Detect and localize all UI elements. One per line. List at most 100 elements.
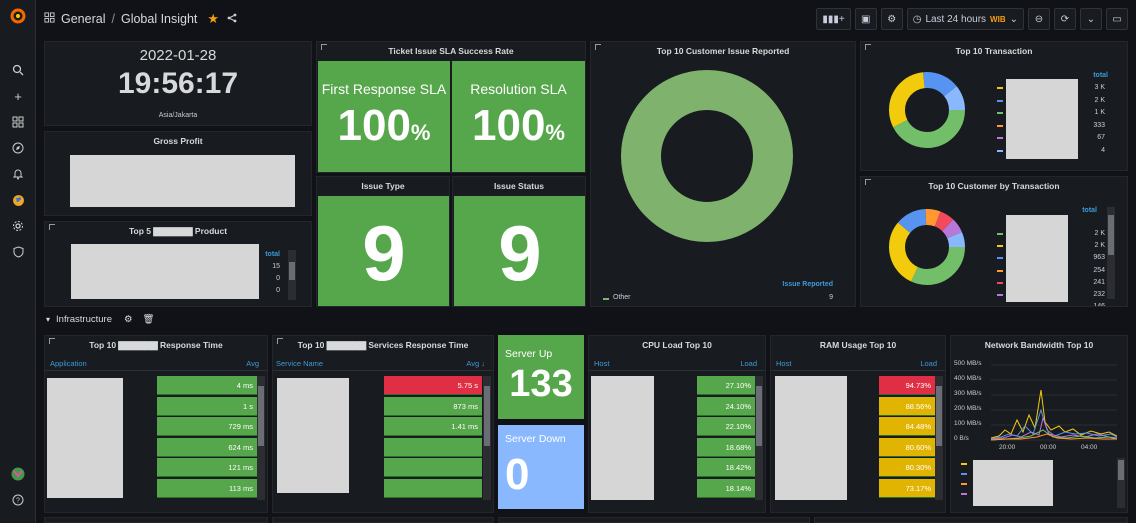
share-icon[interactable] xyxy=(227,12,237,26)
table-cell: 24.10% xyxy=(697,396,755,416)
scrollbar[interactable] xyxy=(1117,458,1125,508)
column-header-service-name[interactable]: Service Name xyxy=(276,359,324,368)
stat-label: First Response SLA xyxy=(321,81,447,97)
globe-icon[interactable] xyxy=(0,190,36,210)
trash-icon[interactable]: 🗑 xyxy=(142,314,155,325)
chevron-down-icon[interactable]: ▾ xyxy=(46,315,51,324)
explore-icon[interactable] xyxy=(0,138,36,158)
clock-icon: ◷ xyxy=(912,13,922,25)
legend-column-header[interactable]: Issue Reported xyxy=(782,281,833,288)
breadcrumb-folder[interactable]: General xyxy=(61,12,106,26)
row-header-infrastructure[interactable]: ▾ Infrastructure ⚙ 🗑 xyxy=(46,314,155,325)
row-title[interactable]: Infrastructure xyxy=(56,314,112,325)
help-icon[interactable]: ? xyxy=(0,490,36,510)
issue-donut-chart xyxy=(621,70,793,242)
legend-swatch xyxy=(997,87,1003,89)
ram-usage-panel: RAM Usage Top 10 Host Load 94.73% 88.56% 8… xyxy=(770,335,946,513)
chevron-down-icon: ⌄ xyxy=(1086,13,1096,25)
legend-value: 15 xyxy=(272,263,280,270)
legend-column-header[interactable]: total xyxy=(1082,207,1097,214)
stat-value: 9 xyxy=(362,209,406,297)
panel-title: Issue Type xyxy=(361,181,405,191)
legend-swatch xyxy=(997,294,1003,296)
panel-title: Top 10 ▇▇▇▇▇▇ Response Time xyxy=(89,340,223,350)
first-response-sla-stat: First Response SLA 100% xyxy=(318,61,450,172)
panel-title: Network Bandwidth Top 10 xyxy=(984,340,1094,350)
star-icon[interactable]: ★ xyxy=(207,11,220,26)
legend-value: 2 K xyxy=(1094,96,1105,104)
legend-value: 0 xyxy=(276,275,280,282)
panel-stub xyxy=(44,517,268,523)
scrollbar[interactable] xyxy=(1107,207,1115,299)
shield-icon[interactable] xyxy=(0,242,36,262)
table-cell xyxy=(384,437,482,457)
redacted-area xyxy=(71,244,259,299)
zoom-out-button[interactable]: ⊖ xyxy=(1028,8,1050,30)
column-header-application[interactable]: Application xyxy=(50,359,87,368)
time-picker[interactable]: ◷ Last 24 hours WIB ⌄ xyxy=(906,8,1024,30)
svg-text:?: ? xyxy=(16,498,20,505)
grafana-logo-icon[interactable] xyxy=(0,6,36,26)
panel-corner-icon xyxy=(321,44,327,50)
legend-value: 963 xyxy=(1093,254,1105,262)
scrollbar[interactable] xyxy=(257,376,265,500)
x-tick-label: 04:00 xyxy=(1081,444,1098,451)
panel-title: Issue Status xyxy=(493,181,545,191)
x-tick-label: 00:00 xyxy=(1040,444,1057,451)
redacted-area xyxy=(1006,79,1078,159)
column-header-host[interactable]: Host xyxy=(594,359,610,368)
stat-label: Resolution SLA xyxy=(470,81,567,97)
scrollbar[interactable] xyxy=(483,376,491,500)
donut-slice xyxy=(889,209,965,285)
table-cell: 80.30% xyxy=(879,458,935,477)
redacted-area xyxy=(47,378,123,498)
column-header-avg[interactable]: Avg xyxy=(246,359,259,368)
stat-value: 9 xyxy=(498,209,542,297)
legend-column-header[interactable]: total xyxy=(265,251,280,258)
legend-name[interactable]: Other xyxy=(613,294,631,301)
dashboards-icon[interactable] xyxy=(0,112,36,132)
donut-slice xyxy=(889,209,965,285)
legend-value: 333 xyxy=(1093,121,1105,129)
table-cell: 873 ms xyxy=(384,396,482,416)
sidebar: + ? xyxy=(0,0,36,523)
legend-swatch xyxy=(961,463,967,465)
legend-column-header[interactable]: total xyxy=(1093,72,1108,79)
plus-icon[interactable]: + xyxy=(14,88,22,104)
table-cell xyxy=(384,458,482,477)
add-panel-button[interactable]: ▮▮▮+ xyxy=(816,8,851,30)
column-header-load[interactable]: Load xyxy=(920,359,937,368)
y-tick-label: 400 MB/s xyxy=(954,375,982,382)
legend-swatch xyxy=(997,124,1003,127)
clock-timezone: Asia/Jakarta xyxy=(158,112,198,119)
refresh-button[interactable]: ⟳ xyxy=(1054,8,1076,30)
panel-title: Gross Profit xyxy=(153,136,203,146)
gear-icon[interactable] xyxy=(0,216,36,236)
series-line xyxy=(991,416,1117,440)
table-cell xyxy=(384,478,482,498)
redacted-area xyxy=(277,378,349,493)
column-header-host[interactable]: Host xyxy=(776,359,792,368)
scrollbar[interactable] xyxy=(288,250,296,300)
monitor-icon: ▭ xyxy=(1112,13,1122,25)
issue-type-panel: Issue Type 9 xyxy=(316,176,450,307)
bell-icon[interactable] xyxy=(0,164,36,184)
legend-value: 67 xyxy=(1097,134,1105,141)
cog-icon: ⚙ xyxy=(887,13,897,25)
issue-status-panel: Issue Status 9 xyxy=(452,176,586,307)
column-header-avg[interactable]: Avg ↓ xyxy=(466,359,485,368)
column-header-load[interactable]: Load xyxy=(740,359,757,368)
gear-icon[interactable]: ⚙ xyxy=(123,314,133,325)
page-title[interactable]: Global Insight xyxy=(120,12,198,26)
scrollbar[interactable] xyxy=(755,376,763,500)
save-button[interactable]: ▣ xyxy=(854,8,877,30)
refresh-interval-dropdown[interactable]: ⌄ xyxy=(1080,8,1102,30)
avatar[interactable] xyxy=(0,464,36,484)
legend-value: 232 xyxy=(1093,291,1105,298)
settings-button[interactable]: ⚙ xyxy=(880,8,903,30)
tv-mode-button[interactable]: ▭ xyxy=(1106,8,1128,30)
search-icon[interactable] xyxy=(0,60,36,80)
scrollbar[interactable] xyxy=(935,376,943,500)
legend-value: 9 xyxy=(829,294,833,301)
response-time-panel: Top 10 ▇▇▇▇▇▇ Response Time Application … xyxy=(44,335,268,513)
